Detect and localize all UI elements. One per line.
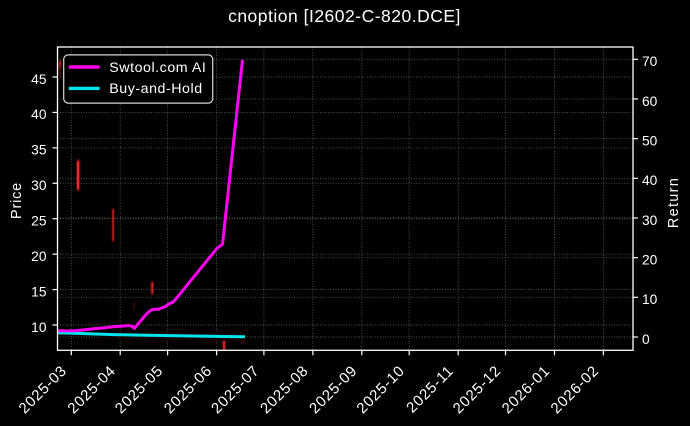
svg-text:0: 0: [642, 332, 650, 347]
svg-text:45: 45: [31, 72, 47, 87]
svg-text:cnoption [I2602-C-820.DCE]: cnoption [I2602-C-820.DCE]: [228, 6, 461, 26]
svg-text:30: 30: [642, 213, 658, 228]
svg-text:Return: Return: [666, 177, 682, 228]
svg-text:10: 10: [642, 292, 658, 307]
svg-text:20: 20: [31, 249, 47, 264]
svg-text:15: 15: [31, 284, 47, 299]
svg-text:30: 30: [31, 178, 47, 193]
svg-text:Price: Price: [9, 182, 25, 219]
svg-text:40: 40: [31, 107, 47, 122]
svg-text:Swtool.com AI: Swtool.com AI: [109, 60, 206, 76]
svg-text:50: 50: [642, 133, 658, 148]
svg-text:60: 60: [642, 94, 658, 109]
svg-text:20: 20: [642, 253, 658, 268]
svg-text:70: 70: [642, 54, 658, 69]
svg-text:Buy-and-Hold: Buy-and-Hold: [109, 81, 202, 97]
svg-text:40: 40: [642, 173, 658, 188]
svg-text:10: 10: [31, 320, 47, 335]
svg-text:25: 25: [31, 214, 47, 229]
svg-text:35: 35: [31, 143, 47, 158]
